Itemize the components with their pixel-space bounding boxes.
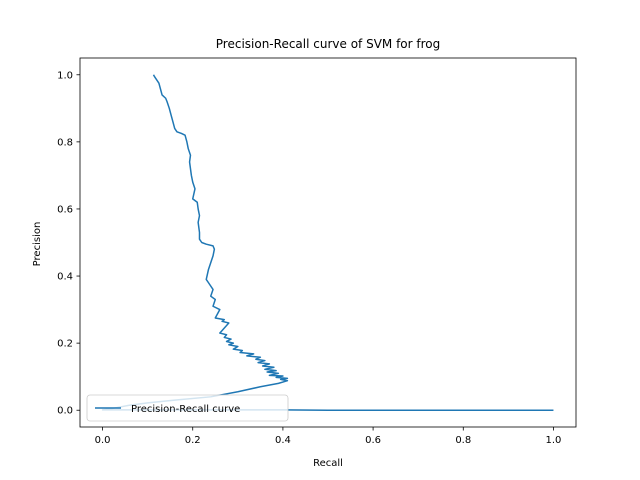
legend-box (86, 394, 289, 422)
y-tick-label: 0.4 (57, 272, 73, 283)
legend-entry-label: Precision-Recall curve (131, 404, 240, 415)
x-tick-label: 1.0 (546, 435, 562, 446)
chart-title: Precision-Recall curve of SVM for frog (216, 37, 440, 51)
y-axis-label: Precision (32, 222, 43, 267)
plot-area: 0.0 0.2 0.4 0.6 0.8 1.0 0.0 0.2 0.4 0.6 0.8 1.0 (57, 57, 577, 446)
legend: Precision-Recall curve (86, 394, 289, 422)
x-tick-label: 0.0 (95, 435, 111, 446)
plot-frame (79, 57, 577, 428)
y-tick-label: 0.8 (57, 137, 73, 148)
y-tick-label: 1.0 (57, 70, 73, 81)
y-tick-label: 0.2 (57, 339, 73, 350)
x-tick-label: 0.8 (455, 435, 471, 446)
series-line-0 (101, 74, 554, 411)
x-tick-label: 0.4 (275, 435, 291, 446)
x-tick-label: 0.6 (365, 435, 381, 446)
x-tick-label: 0.2 (185, 435, 201, 446)
y-tick-label: 0.6 (57, 204, 73, 215)
y-tick-label: 0.0 (57, 406, 73, 417)
x-axis-label: Recall (313, 458, 343, 469)
